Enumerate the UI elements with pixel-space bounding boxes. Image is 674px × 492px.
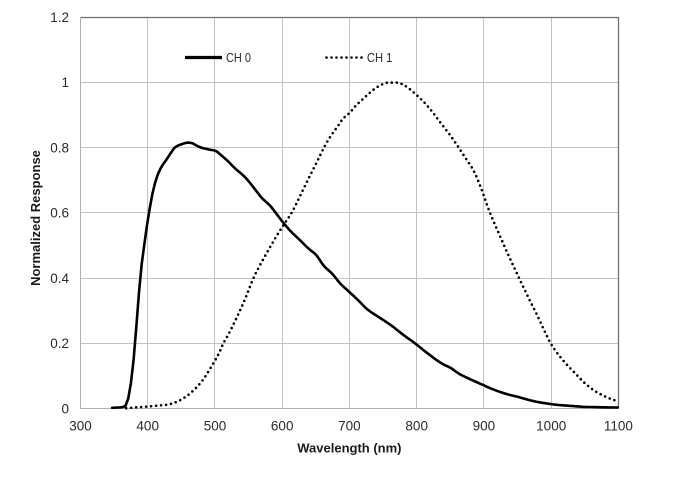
svg-text:1000: 1000 bbox=[536, 419, 566, 434]
svg-text:0.6: 0.6 bbox=[50, 206, 69, 221]
svg-text:1: 1 bbox=[61, 75, 69, 90]
svg-text:900: 900 bbox=[473, 419, 496, 434]
svg-text:600: 600 bbox=[271, 419, 294, 434]
svg-text:500: 500 bbox=[204, 419, 227, 434]
svg-text:Wavelength (nm): Wavelength (nm) bbox=[297, 441, 401, 456]
svg-text:0.2: 0.2 bbox=[50, 336, 69, 351]
svg-text:300: 300 bbox=[69, 419, 92, 434]
svg-text:1100: 1100 bbox=[604, 419, 633, 434]
svg-text:0.4: 0.4 bbox=[50, 271, 69, 286]
svg-text:CH 1: CH 1 bbox=[367, 50, 393, 65]
svg-text:1.2: 1.2 bbox=[50, 10, 69, 25]
svg-text:400: 400 bbox=[136, 419, 159, 434]
svg-text:800: 800 bbox=[405, 419, 428, 434]
svg-text:700: 700 bbox=[338, 419, 361, 434]
svg-text:Normalized Response: Normalized Response bbox=[28, 150, 43, 286]
svg-text:0: 0 bbox=[61, 401, 69, 416]
svg-text:CH 0: CH 0 bbox=[226, 50, 251, 65]
svg-text:0.8: 0.8 bbox=[50, 140, 69, 155]
